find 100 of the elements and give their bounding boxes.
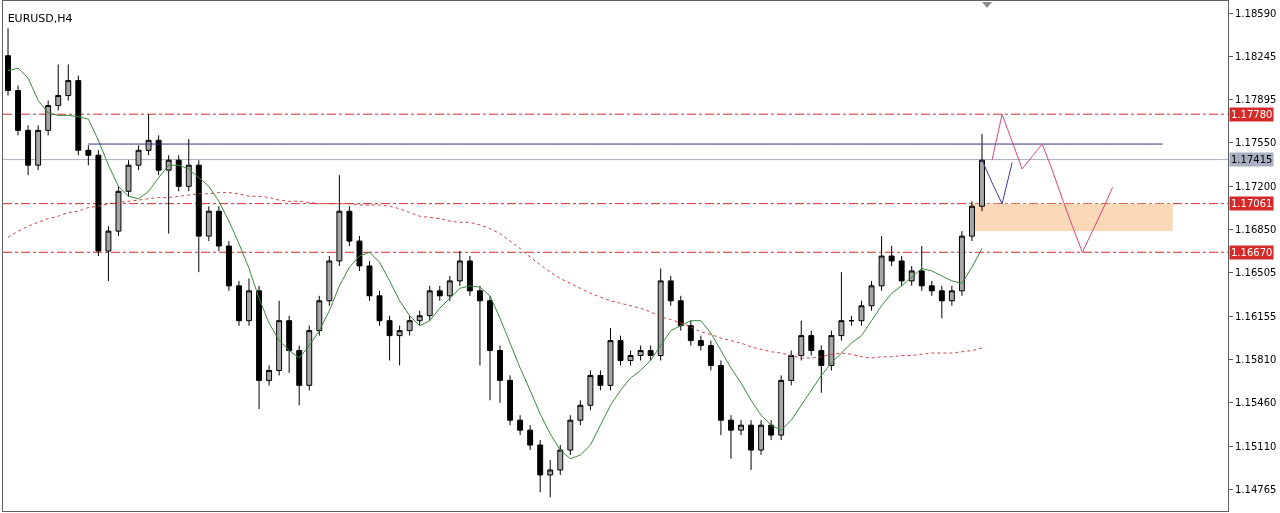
candlestick xyxy=(115,185,122,237)
candlestick xyxy=(979,133,985,212)
candlestick xyxy=(697,335,704,352)
candlestick xyxy=(95,149,102,257)
candlestick xyxy=(316,295,323,337)
candlestick xyxy=(246,277,252,327)
candlestick xyxy=(768,419,775,441)
candlestick xyxy=(607,327,614,391)
line-series xyxy=(991,113,1114,253)
ref-line-label: 1.17061 xyxy=(1231,198,1273,209)
candlestick xyxy=(215,205,222,252)
candlestick xyxy=(306,325,313,391)
line-series xyxy=(7,192,983,359)
candlestick xyxy=(928,280,935,297)
candlestick xyxy=(396,325,403,366)
candlestick xyxy=(85,144,92,166)
candlestick xyxy=(728,414,734,460)
candlestick xyxy=(466,255,473,297)
candlestick xyxy=(958,230,965,297)
candlestick xyxy=(286,315,293,374)
candlestick xyxy=(677,295,684,332)
candlestick xyxy=(948,285,955,307)
candlestick xyxy=(587,369,594,411)
candlestick xyxy=(225,240,232,292)
candlestick xyxy=(808,330,815,357)
candlestick xyxy=(346,205,353,247)
candlestick xyxy=(175,154,182,192)
candlestick xyxy=(738,419,744,436)
candlestick xyxy=(517,414,524,436)
candlestick xyxy=(366,260,373,302)
y-tick-label: 1.16505 xyxy=(1235,267,1277,279)
candlestick xyxy=(868,280,875,312)
candlestick xyxy=(818,345,825,394)
candlestick xyxy=(25,124,32,176)
candlestick xyxy=(135,144,142,171)
candlestick xyxy=(105,225,112,282)
y-tick-label: 1.18245 xyxy=(1235,50,1277,62)
candlestick xyxy=(717,359,724,436)
y-tick-label: 1.15460 xyxy=(1235,397,1277,409)
candlestick xyxy=(507,374,514,426)
candlestick xyxy=(446,275,453,302)
line-series xyxy=(981,159,1013,205)
candlestick xyxy=(476,285,483,366)
candlestick xyxy=(537,439,544,493)
candlestick xyxy=(185,138,192,192)
candlestick xyxy=(647,345,654,361)
y-tick-label: 1.17200 xyxy=(1235,180,1277,192)
candlestick xyxy=(878,235,885,292)
candlestick xyxy=(657,267,664,361)
candlestick xyxy=(436,285,443,302)
y-tick-label: 1.16155 xyxy=(1235,310,1277,322)
candlestick xyxy=(888,245,895,267)
candlestick xyxy=(326,255,333,307)
candlestick xyxy=(798,320,805,361)
candlestick xyxy=(256,285,263,410)
candlestick xyxy=(487,295,493,401)
candlestick xyxy=(65,63,72,102)
candlestick xyxy=(667,275,674,307)
y-tick-label: 1.17550 xyxy=(1235,137,1277,149)
candlestick xyxy=(898,255,905,287)
candlestick xyxy=(205,205,212,242)
candlestick xyxy=(75,75,82,156)
candlestick xyxy=(687,320,694,347)
candlestick xyxy=(125,159,132,197)
candlestick xyxy=(547,459,554,498)
y-tick-label: 1.15110 xyxy=(1235,440,1277,452)
candlestick xyxy=(386,315,393,361)
candlestick xyxy=(707,340,714,371)
candlestick xyxy=(597,369,604,391)
candlestick xyxy=(527,424,534,451)
y-tick-label: 1.14765 xyxy=(1235,483,1277,495)
candlestick xyxy=(497,345,503,404)
candlestick xyxy=(577,399,584,426)
candlestick xyxy=(637,345,644,361)
candlestick xyxy=(55,63,62,111)
candlestick xyxy=(165,154,172,235)
candlestick xyxy=(406,315,413,337)
candlestick xyxy=(356,235,363,272)
candlestick xyxy=(35,124,42,171)
candlestick xyxy=(918,245,925,292)
candlestick xyxy=(938,285,945,319)
candlestick xyxy=(838,271,845,342)
ref-line-label: 1.17780 xyxy=(1231,109,1273,120)
candlestick xyxy=(557,444,564,476)
candlestick xyxy=(617,335,624,366)
candlestick xyxy=(456,250,463,287)
candlestick xyxy=(5,27,11,97)
candlestick xyxy=(195,159,202,273)
candlestick xyxy=(627,350,634,366)
candlestick xyxy=(336,174,343,267)
candlestick xyxy=(266,364,273,386)
candlestick xyxy=(236,280,242,327)
y-tick-label: 1.18590 xyxy=(1235,7,1277,19)
y-tick-label: 1.17895 xyxy=(1235,94,1277,106)
candlestick xyxy=(828,330,835,371)
candlestick xyxy=(276,300,283,376)
candlestick xyxy=(748,419,755,471)
candlestick xyxy=(45,100,52,136)
ref-line-label: 1.16670 xyxy=(1231,247,1273,258)
candlestick xyxy=(778,374,785,441)
